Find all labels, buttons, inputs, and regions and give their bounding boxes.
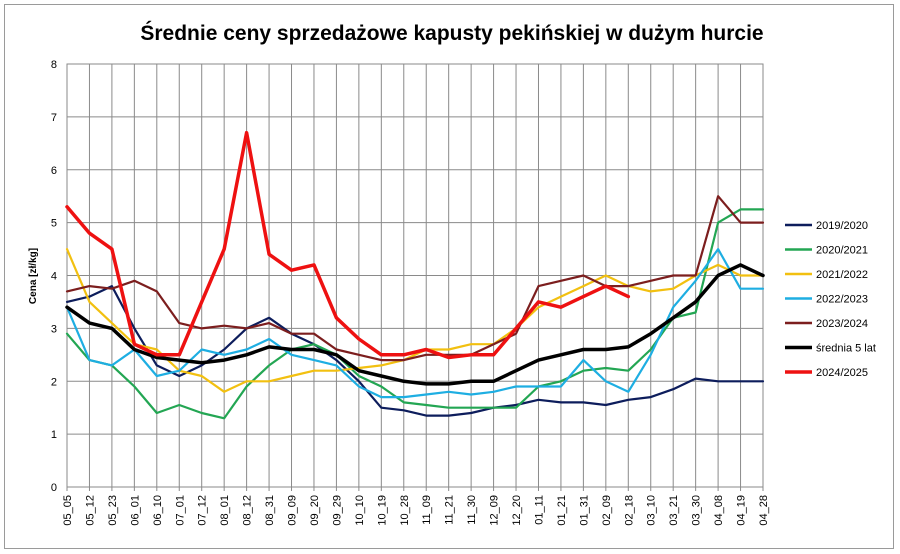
x-tick-label: 01_21	[556, 495, 568, 526]
series-line-2	[65, 208, 765, 420]
x-tick-label: 03_10	[646, 495, 658, 526]
y-tick-label: 0	[51, 482, 57, 494]
legend-label: 2024/2025	[816, 367, 868, 379]
series-line-4	[65, 248, 765, 399]
y-tick-label: 7	[51, 112, 57, 124]
y-tick-label: 6	[51, 165, 57, 177]
x-tick-label: 05_12	[84, 495, 96, 526]
y-tick-label: 2	[51, 376, 57, 388]
x-tick-label: 02_18	[623, 495, 635, 526]
grid-layer	[66, 63, 764, 488]
x-tick-label: 01_31	[578, 495, 590, 526]
x-tick-label: 02_09	[601, 495, 613, 526]
x-tick-label: 09_20	[309, 495, 321, 526]
x-tick-label: 11_09	[421, 495, 433, 525]
axis-layer: 0 1 2 3 4 5 6 7 8 05_05 05_12 05_23 06_01 06_10 07_01 0…	[51, 59, 770, 526]
x-tick-label: 10_19	[376, 495, 388, 526]
x-tick-label: 12_09	[489, 495, 501, 526]
x-tick-label: 11_21	[444, 495, 456, 525]
legend-label: średnia 5 lat	[816, 343, 876, 355]
series-layer	[65, 130, 765, 420]
x-tick-label: 09_29	[331, 495, 343, 526]
series-line-7	[65, 130, 631, 360]
legend-label: 2020/2021	[816, 245, 868, 257]
legend-label: 2021/2022	[816, 269, 868, 281]
x-tick-label: 10_10	[354, 495, 366, 526]
x-tick-label: 03_21	[668, 495, 680, 526]
x-tick-label: 05_23	[107, 495, 119, 526]
series-line-1	[65, 285, 765, 417]
x-tick-label: 04_28	[758, 495, 770, 526]
y-tick-label: 5	[51, 218, 57, 230]
y-axis-label: Cena [zł/kg]	[28, 248, 39, 304]
x-tick-label: 06_01	[129, 495, 141, 526]
x-tick-label: 03_30	[691, 495, 703, 526]
chart-title: Średnie ceny sprzedażowe kapusty pekińsk…	[140, 21, 763, 45]
x-tick-label: 01_11	[533, 495, 545, 525]
x-tick-label: 09_09	[287, 495, 299, 526]
y-tick-label: 4	[51, 271, 57, 283]
legend-label: 2022/2023	[816, 294, 868, 306]
x-tick-label: 12_20	[511, 495, 523, 526]
x-tick-label: 04_19	[736, 495, 748, 526]
x-tick-label: 04_08	[713, 495, 725, 526]
series-line-6	[65, 263, 765, 386]
x-tick-label: 07_01	[174, 495, 186, 526]
x-tick-label: 07_12	[197, 495, 209, 526]
series-line-3	[65, 248, 765, 393]
legend: 2019/2020 2020/2021 2021/2022 2022/2023 2023…	[785, 220, 876, 379]
x-tick-label: 05_05	[62, 495, 74, 526]
x-tick-label: 10_28	[399, 495, 411, 526]
x-tick-label: 11_30	[466, 495, 478, 525]
y-tick-label: 3	[51, 323, 57, 335]
x-tick-label: 08_01	[219, 495, 231, 526]
x-tick-label: 06_10	[152, 495, 164, 526]
y-tick-label: 1	[51, 429, 57, 441]
x-tick-label: 08_12	[242, 495, 254, 526]
x-tick-label: 08_31	[264, 495, 276, 526]
series-line-5	[65, 195, 765, 362]
y-tick-label: 8	[51, 59, 57, 71]
legend-label: 2023/2024	[816, 318, 868, 330]
legend-label: 2019/2020	[816, 220, 868, 232]
